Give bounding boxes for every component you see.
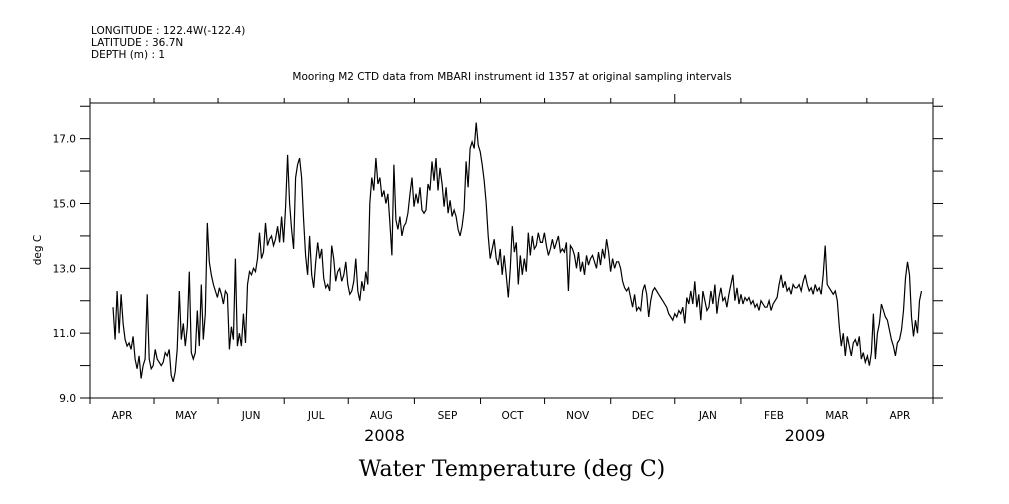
x-month-label: MAR <box>825 410 849 422</box>
x-month-label: OCT <box>502 410 525 422</box>
longitude-label: LONGITUDE : 122.4W(-122.4) <box>91 25 245 37</box>
depth-label: DEPTH (m) : 1 <box>91 49 165 61</box>
y-tick-label: 13.0 <box>53 263 76 275</box>
x-year-label: 2008 <box>364 426 405 445</box>
x-month-label: AUG <box>370 410 393 422</box>
x-month-label: DEC <box>632 410 654 422</box>
x-month-label: SEP <box>438 410 458 422</box>
latitude-label: LATITUDE : 36.7N <box>91 37 183 49</box>
x-month-label: APR <box>112 410 133 422</box>
x-month-label: APR <box>890 410 911 422</box>
x-month-label: FEB <box>764 410 784 422</box>
y-tick-label: 15.0 <box>53 198 76 210</box>
x-year-label: 2009 <box>785 426 826 445</box>
y-tick-label: 11.0 <box>53 328 76 340</box>
temperature-series-line <box>112 122 923 382</box>
x-month-label: JUL <box>307 410 325 422</box>
x-month-label: NOV <box>566 410 590 422</box>
x-month-label: MAY <box>175 410 197 422</box>
x-month-label: JUN <box>241 410 261 422</box>
plot-frame <box>89 102 934 399</box>
chart-title: Mooring M2 CTD data from MBARI instrumen… <box>292 71 731 83</box>
y-tick-label: 9.0 <box>59 393 76 405</box>
y-axis-label: deg C <box>32 235 44 265</box>
x-month-label: JAN <box>698 410 717 422</box>
x-axis-title: Water Temperature (deg C) <box>359 457 666 482</box>
y-tick-label: 17.0 <box>53 134 76 146</box>
